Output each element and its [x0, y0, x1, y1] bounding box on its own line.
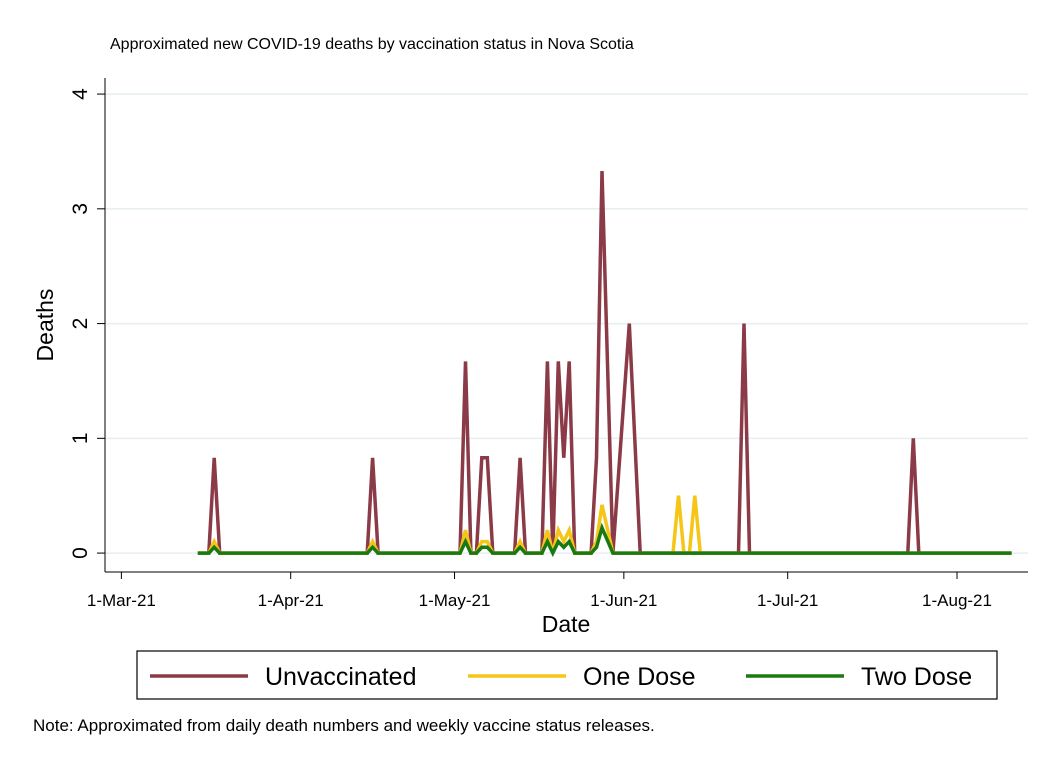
legend-label: One Dose: [583, 663, 696, 691]
x-tick-label: 1-Aug-21: [922, 591, 992, 610]
legend-label: Unvaccinated: [265, 663, 416, 691]
y-axis-label: Deaths: [32, 289, 58, 362]
note: Note: Approximated from daily death numb…: [33, 716, 655, 735]
y-tick-label: 3: [69, 203, 92, 215]
x-tick-label: 1-Mar-21: [87, 591, 156, 610]
legend-label: Two Dose: [861, 663, 972, 691]
y-tick-label: 4: [69, 88, 92, 100]
chart-title: Approximated new COVID-19 deaths by vacc…: [110, 36, 634, 53]
x-tick-label: 1-Jul-21: [757, 591, 818, 610]
series-line: [197, 522, 1012, 558]
x-tick-label: 1-Apr-21: [258, 591, 324, 610]
x-tick-label: 1-Jun-21: [590, 591, 657, 610]
x-axis-label: Date: [542, 611, 591, 637]
legend-box: [136, 650, 998, 700]
y-tick-label: 2: [69, 318, 92, 330]
x-tick-label: 1-May-21: [419, 591, 491, 610]
y-tick-label: 0: [69, 547, 92, 559]
y-tick-label: 1: [69, 432, 92, 444]
